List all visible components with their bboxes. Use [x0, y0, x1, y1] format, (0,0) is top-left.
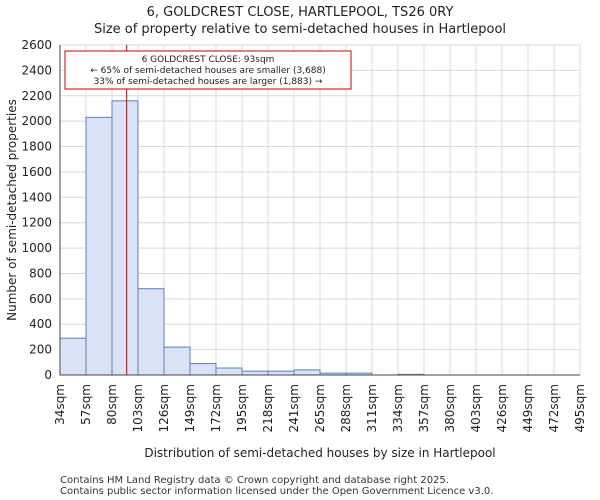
x-tick-label: 495sqm [573, 384, 587, 432]
y-tick-label: 1400 [21, 190, 52, 204]
x-tick-label: 80sqm [105, 384, 119, 425]
y-tick-label: 800 [29, 266, 52, 280]
bar-57sqm [85, 116, 113, 376]
bar-241sqm [293, 369, 321, 376]
bar-218sqm [267, 370, 295, 376]
x-tick-label: 218sqm [261, 384, 275, 432]
x-tick-labels: 34sqm 57sqm 80sqm 103sqm 126sqm 149sqm 172sqm 1… [53, 384, 587, 432]
x-tick-label: 103sqm [131, 384, 145, 432]
x-tick-label: 241sqm [287, 384, 301, 432]
y-tick-label: 0 [44, 368, 52, 382]
y-tick-label: 600 [29, 292, 52, 306]
y-tick-labels: 0 200 400 600 800 1000 1200 1400 1600 1800 2000 220… [21, 38, 52, 382]
x-tick-label: 426sqm [495, 384, 509, 432]
y-tick-label: 200 [29, 343, 52, 357]
bar-195sqm [241, 370, 269, 376]
x-tick-label: 172sqm [209, 384, 223, 432]
annotation-line-3: 33% of semi-detached houses are larger (… [94, 77, 323, 87]
x-tick-label: 357sqm [417, 384, 431, 432]
x-tick-label: 288sqm [339, 384, 353, 432]
y-tick-label: 1800 [21, 140, 52, 154]
property-marker: 6 GOLDCREST CLOSE: 93sqm ← 65% of semi-d… [64, 45, 352, 375]
x-tick-label: 126sqm [157, 384, 171, 432]
x-tick-label: 265sqm [313, 384, 327, 432]
y-tick-label: 2200 [21, 89, 52, 103]
grid-lines [59, 44, 581, 376]
chart-title: 6, GOLDCREST CLOSE, HARTLEPOOL, TS26 0RY [146, 5, 454, 20]
bar-149sqm [189, 363, 217, 376]
bar-34sqm [59, 337, 87, 376]
y-tick-label: 2000 [21, 114, 52, 128]
x-tick-label: 149sqm [183, 384, 197, 432]
bar-80sqm [111, 100, 139, 376]
chart-subtitle: Size of property relative to semi-detach… [93, 22, 507, 37]
y-tick-label: 2600 [21, 38, 52, 52]
footer-licence: Contains public sector information licen… [60, 486, 494, 497]
annotation-line-2: ← 65% of semi-detached houses are smalle… [90, 66, 326, 76]
bar-172sqm [215, 367, 243, 376]
y-tick-label: 1600 [21, 165, 52, 179]
y-tick-label: 2400 [21, 63, 52, 77]
x-tick-label: 334sqm [391, 384, 405, 432]
x-tick-label: 57sqm [79, 384, 93, 425]
x-tick-label: 195sqm [235, 384, 249, 432]
y-tick-label: 1200 [21, 216, 52, 230]
y-tick-label: 400 [29, 317, 52, 331]
bar-126sqm [163, 346, 191, 376]
x-tick-label: 311sqm [365, 384, 379, 432]
x-axis-label: Distribution of semi-detached houses by … [144, 446, 495, 460]
x-tick-label: 403sqm [469, 384, 483, 432]
x-tick-label: 34sqm [53, 384, 67, 425]
footer-copyright: Contains HM Land Registry data © Crown c… [60, 475, 449, 486]
bar-103sqm [137, 288, 165, 376]
x-tick-label: 472sqm [547, 384, 561, 432]
x-tick-label: 449sqm [521, 384, 535, 432]
annotation-line-1: 6 GOLDCREST CLOSE: 93sqm [142, 55, 275, 65]
annotation-box [64, 50, 352, 90]
y-tick-label: 1000 [21, 241, 52, 255]
y-axis-label: Number of semi-detached properties [5, 99, 19, 321]
axes [59, 45, 580, 376]
x-tick-label: 380sqm [443, 384, 457, 432]
